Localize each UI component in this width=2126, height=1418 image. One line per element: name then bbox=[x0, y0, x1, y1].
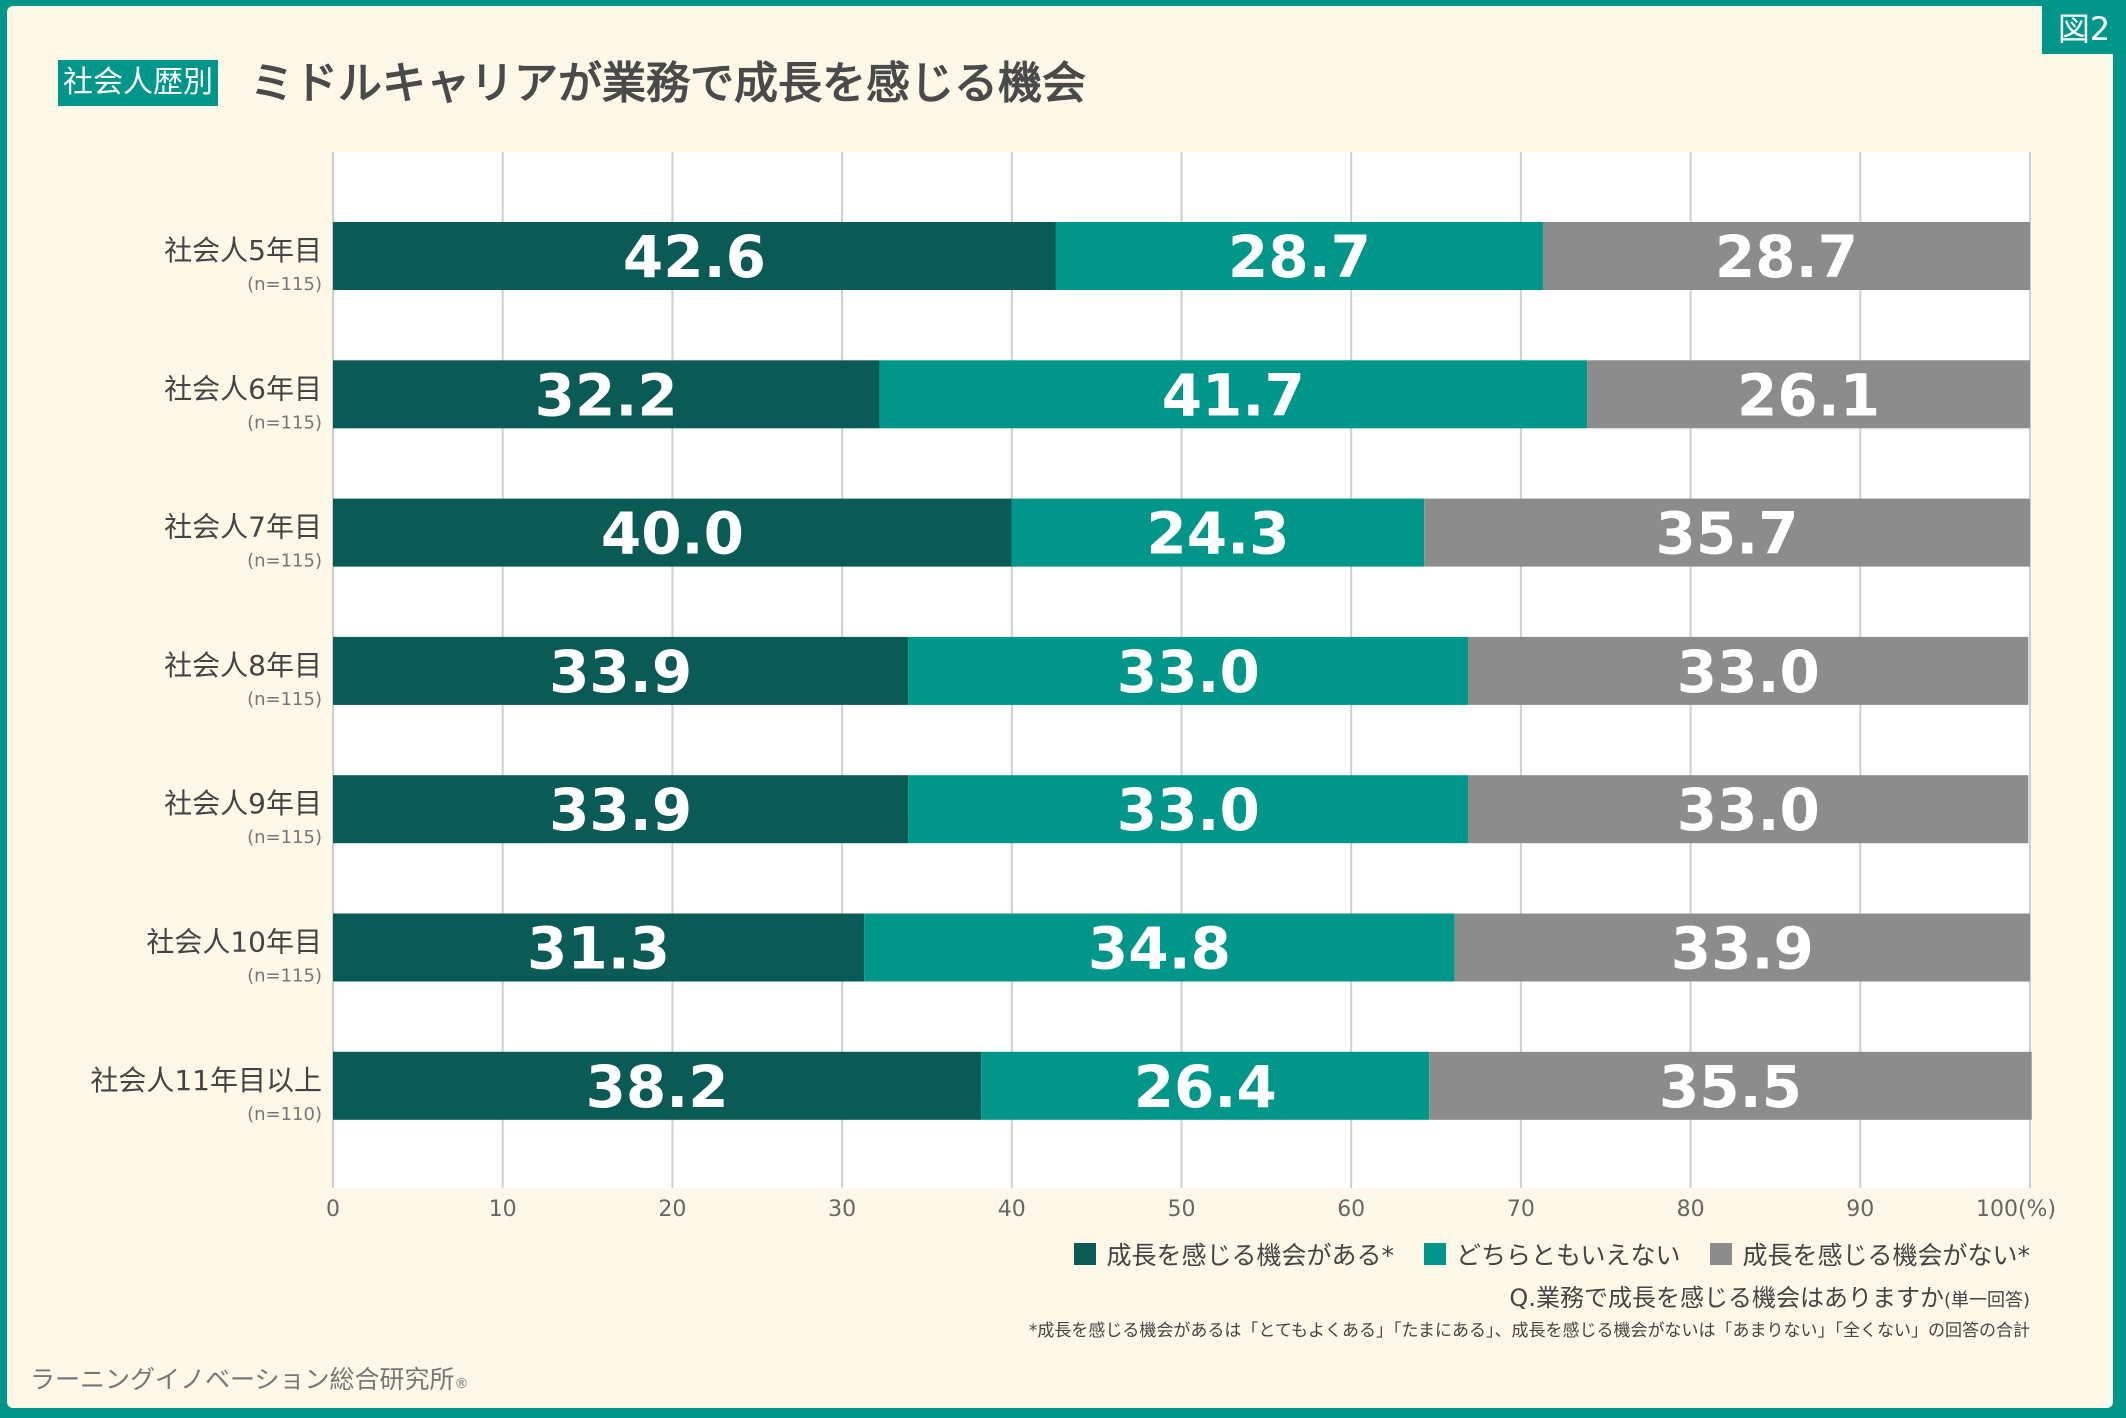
data-label: 28.7 bbox=[1228, 223, 1371, 291]
x-tick-label: 40 bbox=[998, 1197, 1026, 1222]
data-label: 33.9 bbox=[1671, 915, 1814, 983]
bar-segment bbox=[908, 636, 1469, 705]
category-label: 社会人5年目 bbox=[164, 234, 322, 267]
x-tick-label: 0 bbox=[326, 1197, 340, 1222]
legend-swatch bbox=[1710, 1243, 1733, 1265]
bar-segment bbox=[333, 222, 1056, 290]
data-label: 33.9 bbox=[549, 638, 692, 706]
legend-label: 成長を感じる機会がない* bbox=[1742, 1241, 2030, 1270]
x-tick-label: 80 bbox=[1677, 1197, 1705, 1222]
sample-size: (n=115) bbox=[247, 551, 322, 572]
credit-text: ラーニングイノベーション総合研究所 bbox=[30, 1365, 455, 1394]
legend-swatch bbox=[1074, 1243, 1097, 1265]
x-tick-label: 30 bbox=[828, 1197, 856, 1222]
data-label: 33.9 bbox=[549, 776, 692, 844]
registered-mark: ® bbox=[454, 1376, 469, 1392]
data-label: 42.6 bbox=[623, 223, 766, 291]
data-label: 38.2 bbox=[586, 1053, 729, 1121]
legend-item: どちらともいえない bbox=[1423, 1236, 1681, 1272]
data-label: 28.7 bbox=[1715, 223, 1858, 291]
x-tick-label: 50 bbox=[1168, 1197, 1196, 1222]
x-tick-label: 20 bbox=[658, 1197, 686, 1222]
bar-segment bbox=[333, 913, 865, 982]
bar-segment bbox=[1542, 222, 2030, 290]
sample-size: (n=115) bbox=[247, 274, 322, 295]
bar-segment bbox=[1429, 1051, 2032, 1120]
sample-size: (n=115) bbox=[247, 966, 322, 987]
bar-segment bbox=[333, 1051, 982, 1120]
bar-segment bbox=[1454, 913, 2030, 982]
question: Q.業務で成長を感じる機会はありますか bbox=[1509, 1284, 1944, 1312]
credit: ラーニングイノベーション総合研究所® bbox=[30, 1360, 469, 1396]
category-label: 社会人8年目 bbox=[164, 649, 322, 682]
x-tick-label: 100(%) bbox=[1976, 1197, 2056, 1222]
bar-segment bbox=[333, 636, 909, 705]
data-label: 41.7 bbox=[1162, 361, 1305, 429]
category-label: 社会人10年目 bbox=[146, 926, 322, 959]
x-tick-label: 70 bbox=[1507, 1197, 1535, 1222]
data-label: 35.7 bbox=[1656, 500, 1799, 568]
data-label: 26.4 bbox=[1134, 1053, 1277, 1121]
legend-item: 成長を感じる機会がない* bbox=[1710, 1236, 2030, 1272]
category-label: 社会人11年目以上 bbox=[90, 1064, 322, 1097]
legend-label: どちらともいえない bbox=[1455, 1241, 1681, 1270]
category-label: 社会人7年目 bbox=[164, 511, 322, 544]
data-label: 40.0 bbox=[601, 500, 744, 568]
legend: 成長を感じる機会がある* どちらともいえない 成長を感じる機会がない* bbox=[1074, 1236, 2030, 1272]
bar-segment bbox=[1055, 222, 1543, 290]
bar-segment bbox=[981, 1051, 1430, 1120]
bar-segment bbox=[1587, 360, 2030, 429]
bar-segment bbox=[1468, 636, 2029, 705]
figure-label: 図2 bbox=[2042, 0, 2126, 54]
data-label: 31.3 bbox=[527, 915, 670, 983]
bar-segment bbox=[879, 360, 1588, 429]
legend-swatch bbox=[1423, 1243, 1446, 1265]
sample-size: (n=115) bbox=[247, 689, 322, 710]
bar-segment bbox=[1424, 498, 2030, 567]
title-tag: 社会人歴別 bbox=[58, 60, 218, 106]
bar-segment bbox=[333, 360, 880, 429]
bar-segment bbox=[333, 498, 1012, 567]
question-note: (単一回答) bbox=[1943, 1290, 2030, 1311]
sample-size: (n=115) bbox=[247, 412, 322, 433]
bar-segment bbox=[908, 775, 1469, 844]
bar-segment bbox=[333, 775, 909, 844]
bar-segment bbox=[864, 913, 1455, 982]
data-label: 26.1 bbox=[1737, 361, 1880, 429]
sample-size: (n=110) bbox=[247, 1104, 322, 1125]
data-label: 33.0 bbox=[1117, 638, 1260, 706]
legend-label: 成長を感じる機会がある* bbox=[1106, 1241, 1394, 1270]
question-text: Q.業務で成長を感じる機会はありますか(単一回答) bbox=[1509, 1278, 2030, 1313]
legend-item: 成長を感じる機会がある* bbox=[1074, 1236, 1394, 1272]
x-tick-label: 60 bbox=[1337, 1197, 1365, 1222]
x-tick-label: 90 bbox=[1846, 1197, 1874, 1222]
footnote: *成長を感じる機会があるは「とてもよくある」「たまにある」、成長を感じる機会がな… bbox=[1028, 1321, 2030, 1341]
data-label: 32.2 bbox=[535, 361, 678, 429]
bar-segment bbox=[1468, 775, 2029, 844]
data-label: 33.0 bbox=[1117, 776, 1260, 844]
sample-size: (n=115) bbox=[247, 827, 322, 848]
data-label: 34.8 bbox=[1088, 915, 1231, 983]
data-label: 35.5 bbox=[1659, 1053, 1802, 1121]
category-label: 社会人6年目 bbox=[164, 372, 322, 405]
data-label: 24.3 bbox=[1146, 500, 1289, 568]
chart-title: ミドルキャリアが業務で成長を感じる機会 bbox=[250, 58, 1086, 109]
data-label: 33.0 bbox=[1677, 776, 1820, 844]
bar-segment bbox=[1011, 498, 1425, 567]
data-label: 33.0 bbox=[1677, 638, 1820, 706]
category-label: 社会人9年目 bbox=[164, 787, 322, 820]
x-tick-label: 10 bbox=[489, 1197, 517, 1222]
